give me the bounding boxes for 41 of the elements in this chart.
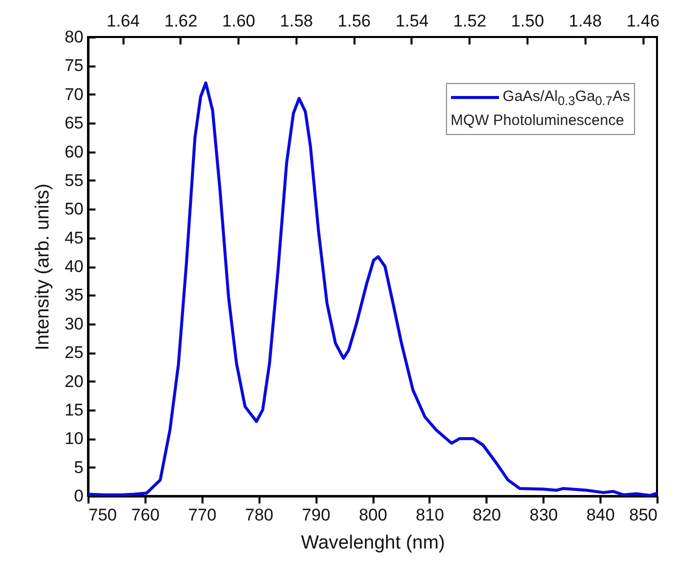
x2-tick-label: 1.50 xyxy=(510,12,544,30)
x-tick-label: 750 xyxy=(88,506,117,524)
y-tick-label: 10 xyxy=(64,429,84,448)
x2-tick-label: 1.46 xyxy=(626,12,660,30)
y-axis-title: Intensity (arb. units) xyxy=(32,184,54,350)
y-tick-label: 5 xyxy=(74,458,84,477)
x-tick-label: 790 xyxy=(302,506,330,524)
y-tick-label: 35 xyxy=(64,286,84,305)
x-tick-label: 770 xyxy=(188,506,216,524)
x-tick-label: 820 xyxy=(472,506,501,524)
y-tick-label: 60 xyxy=(64,142,84,162)
y-tick-label: 80 xyxy=(64,28,84,46)
y-tick-label: 0 xyxy=(74,486,84,506)
x2-tick-label: 1.52 xyxy=(453,12,486,30)
y-tick-label: 75 xyxy=(64,56,84,76)
y-tick-label: 55 xyxy=(64,170,84,190)
y-tick-label: 40 xyxy=(64,257,84,276)
y-tick-label: 15 xyxy=(64,400,84,420)
x-tick-label: 810 xyxy=(416,506,444,524)
y-tick-label: 70 xyxy=(64,84,84,104)
x-tick-label: 830 xyxy=(530,506,558,524)
y-tick-label: 50 xyxy=(64,200,84,219)
y-tick-label: 30 xyxy=(64,314,84,334)
x-axis-title: Wavelenght (nm) xyxy=(301,532,445,554)
y-tick-label: 45 xyxy=(64,228,84,248)
x-tick-label: 840 xyxy=(586,506,615,524)
x-tick-label: 760 xyxy=(131,506,160,524)
x-tick-label: 780 xyxy=(245,506,274,524)
y-tick-label: 25 xyxy=(64,343,84,362)
x2-tick-label: 1.58 xyxy=(280,12,314,30)
x-tick-label: 850 xyxy=(629,506,658,524)
x2-tick-label: 1.62 xyxy=(164,12,198,30)
x2-tick-label: 1.48 xyxy=(568,12,602,30)
y-tick-label: 65 xyxy=(64,114,84,133)
x2-tick-label: 1.54 xyxy=(395,12,429,30)
y-tick-label: 20 xyxy=(64,372,84,391)
x2-tick-label: 1.56 xyxy=(338,12,371,30)
x-tick-label: 800 xyxy=(358,506,388,524)
x2-tick-label: 1.60 xyxy=(222,12,256,30)
x2-tick-label: 1.64 xyxy=(106,12,140,30)
legend-label: GaAs/Al$_{0.3}$Ga$_{0.7}$As MQW Photoluminescence xyxy=(446,83,635,135)
